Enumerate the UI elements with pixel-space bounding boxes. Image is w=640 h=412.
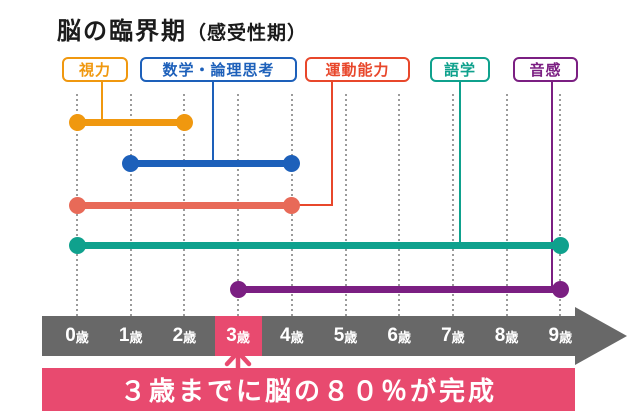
- axis-tick-number: 2: [172, 325, 184, 346]
- bar-数学・論理思考-end-dot: [283, 154, 301, 172]
- connector-音感: [550, 80, 554, 291]
- up-arrow-pointer-icon: [224, 349, 252, 368]
- axis-tick-number: 5: [333, 325, 345, 346]
- bar-語学-end-dot: [551, 236, 569, 254]
- bar-運動能力: [77, 201, 292, 209]
- axis-tick-number: 9: [548, 325, 560, 346]
- connector-elbow-運動能力: [291, 203, 334, 207]
- gridline-age-5: [344, 94, 347, 316]
- bar-視力-end-dot: [175, 113, 193, 131]
- category-label-語学: 語学: [430, 57, 490, 82]
- category-label-運動能力: 運動能力: [305, 57, 410, 82]
- axis-tick-suffix: 歳: [236, 329, 250, 345]
- bar-音感: [238, 285, 561, 293]
- bar-音感-start-dot: [229, 280, 247, 298]
- axis-tick-suffix: 歳: [183, 329, 197, 345]
- summary-banner: ３歳までに脳の８０％が完成: [42, 368, 575, 411]
- bar-数学・論理思考: [130, 159, 292, 167]
- category-label-視力: 視力: [62, 57, 128, 82]
- category-label-数学・論理思考: 数学・論理思考: [140, 57, 297, 82]
- axis-tick-suffix: 歳: [75, 329, 89, 345]
- bar-音感-end-dot: [551, 280, 569, 298]
- axis-tick-suffix: 歳: [505, 329, 519, 345]
- bar-語学: [77, 241, 561, 249]
- axis-tick-suffix: 歳: [397, 329, 411, 345]
- axis-tick-number: 3: [226, 325, 237, 346]
- axis-tick-number: 8: [494, 325, 506, 346]
- axis-tick-suffix: 歳: [451, 329, 465, 345]
- axis-tick-number: 7: [441, 325, 452, 346]
- axis-tick-suffix: 歳: [129, 329, 143, 345]
- connector-数学・論理思考: [211, 80, 215, 165]
- axis-tick-number: 0: [65, 325, 76, 346]
- page-title-sub: （感受性期）: [187, 23, 308, 44]
- connector-視力: [100, 80, 104, 124]
- bar-視力: [77, 118, 185, 126]
- category-label-音感: 音感: [513, 57, 578, 82]
- page-title-main: 脳の臨界期: [57, 18, 187, 45]
- bar-運動能力-end-dot: [283, 196, 301, 214]
- bar-視力-start-dot: [68, 113, 86, 131]
- axis-tick-suffix: 歳: [344, 329, 358, 345]
- gridline-age-6: [398, 94, 401, 316]
- bar-数学・論理思考-start-dot: [122, 154, 140, 172]
- page-title: 脳の臨界期（感受性期）: [57, 11, 307, 46]
- bar-語学-start-dot: [68, 236, 86, 254]
- axis-tick-suffix: 歳: [559, 329, 573, 345]
- axis-tick-number: 4: [280, 325, 291, 346]
- axis-arrowhead-icon: [575, 306, 627, 365]
- axis-tick-suffix: 歳: [290, 329, 304, 345]
- bar-運動能力-start-dot: [68, 196, 86, 214]
- axis-highlight-age-3: [214, 316, 262, 356]
- summary-banner-text: ３歳までに脳の８０％が完成: [119, 376, 497, 406]
- connector-運動能力: [330, 80, 334, 207]
- axis-tick-number: 1: [118, 325, 130, 346]
- gridline-age-8: [505, 94, 508, 316]
- gridline-age-7: [451, 94, 454, 316]
- axis-tick-number: 6: [387, 325, 398, 346]
- connector-語学: [458, 80, 462, 247]
- gridline-age-9: [559, 94, 562, 316]
